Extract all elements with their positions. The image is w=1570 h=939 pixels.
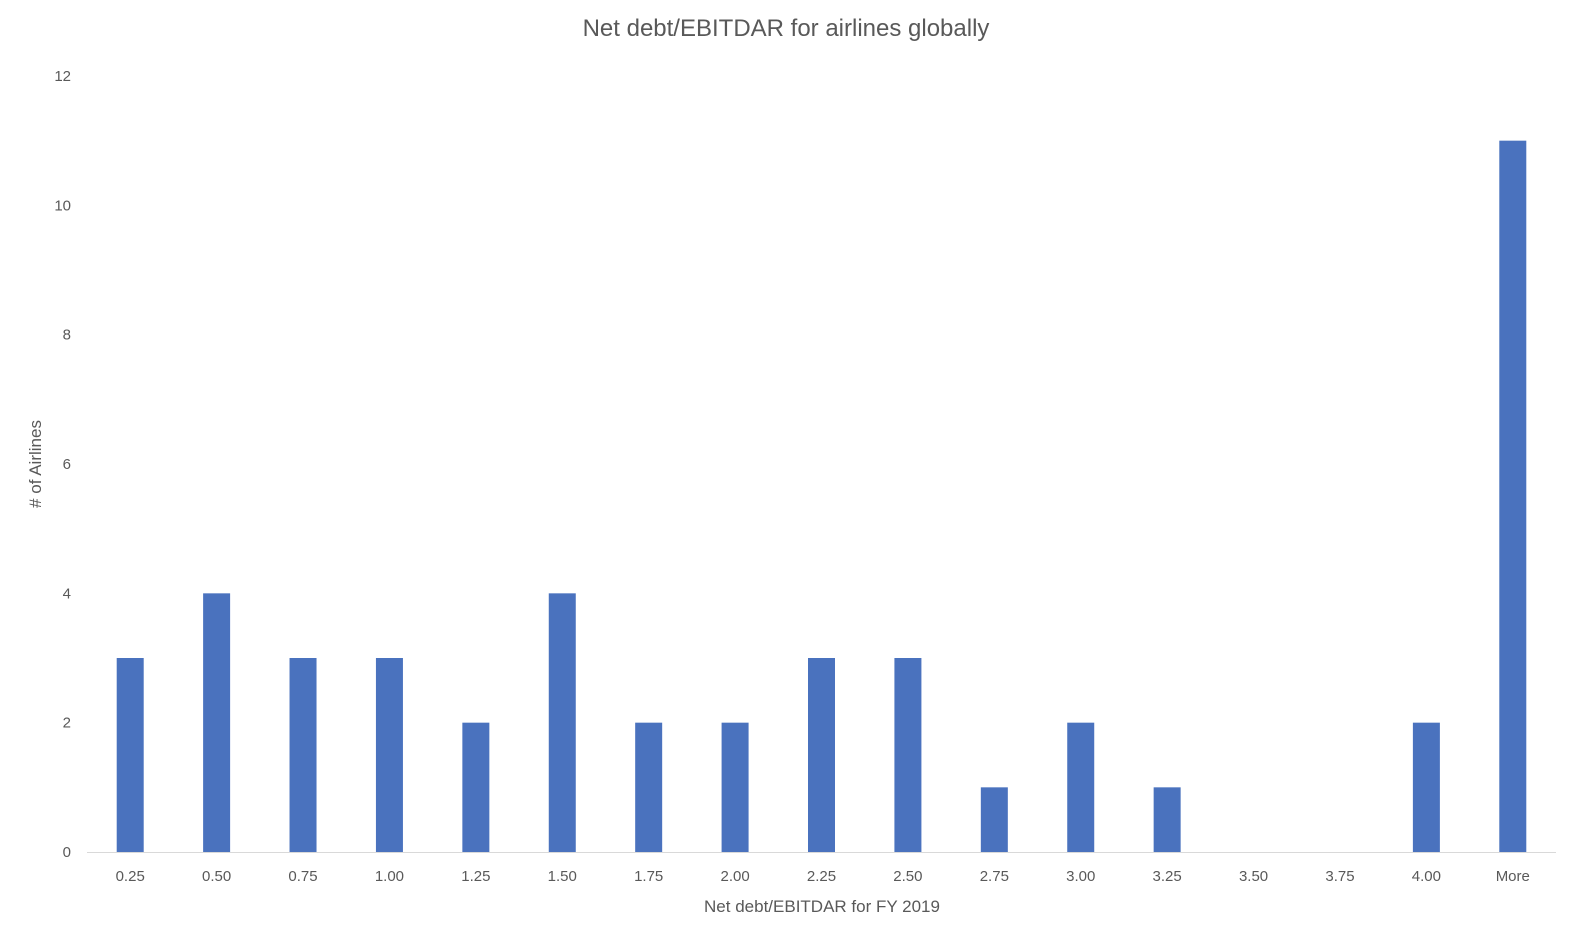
bar [721,722,749,852]
y-tick-label: 6 [63,456,71,473]
chart-title: Net debt/EBITDAR for airlines globally [583,15,990,42]
y-tick-label: 4 [63,585,71,602]
bar [894,658,922,852]
x-tick-label: 1.00 [375,868,404,885]
x-tick-label: 3.00 [1066,868,1095,885]
bars-group [116,140,1527,852]
x-tick-label: 0.50 [202,868,231,885]
x-tick-label: 2.25 [807,868,836,885]
x-tick-label: 3.50 [1239,868,1268,885]
y-tick-label: 12 [54,68,71,85]
x-tick-label: 0.75 [288,868,317,885]
bar [375,658,403,852]
y-tick-label: 0 [63,844,71,861]
x-tick-label: 2.75 [980,868,1009,885]
y-tick-label: 2 [63,715,71,732]
y-tick-label: 10 [54,197,71,214]
x-tick-label: 1.25 [461,868,490,885]
bar [289,658,317,852]
bar [548,593,576,852]
x-tick-label: 3.75 [1325,868,1354,885]
bar [203,593,231,852]
x-tick-label: 2.00 [720,868,749,885]
bar [808,658,835,852]
x-axis-ticks: 0.25 0.50 0.75 1.00 1.25 1.50 1.75 2.00 2.25 2.50… [116,868,1530,885]
bar [980,787,1008,852]
x-tick-label: 2.50 [893,868,922,885]
x-tick-label: 1.50 [548,868,577,885]
bar [116,658,144,852]
y-tick-label: 8 [63,327,71,344]
x-tick-label: More [1496,868,1530,885]
bar [462,722,490,852]
bar [1412,722,1440,852]
x-tick-label: 3.25 [1153,868,1182,885]
bar [1153,787,1181,852]
y-axis-title: # of Airlines [26,420,45,508]
x-tick-label: 4.00 [1412,868,1441,885]
bar [1499,140,1527,852]
x-axis-title: Net debt/EBITDAR for FY 2019 [704,897,940,916]
y-axis-ticks: 0 2 4 6 8 10 12 [54,68,71,861]
bar [635,722,663,852]
x-tick-label: 1.75 [634,868,663,885]
bar [1067,722,1095,852]
x-tick-label: 0.25 [116,868,145,885]
